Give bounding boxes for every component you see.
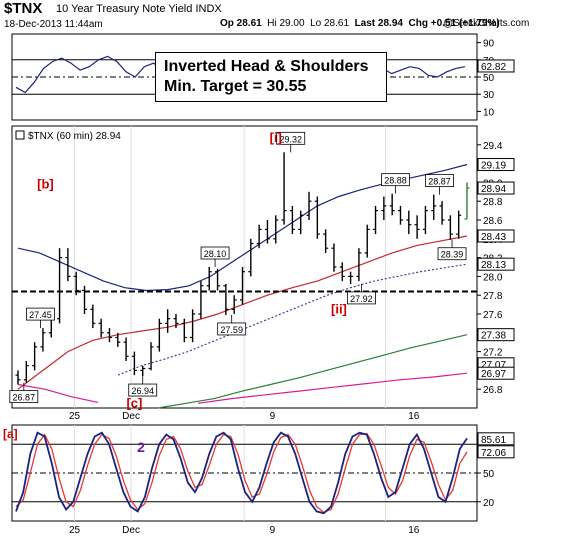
lower-x-tick-label: 25 [69, 525, 81, 536]
price-value-badge-box [477, 229, 515, 243]
price-label-box [347, 291, 376, 305]
stochastic-k-line [15, 431, 468, 515]
price-value-badge-box [477, 366, 515, 380]
ticker-symbol: $TNX [4, 0, 43, 17]
price-label: 28.10 [204, 249, 227, 259]
price-label: 28.87 [428, 177, 451, 187]
top-panel-tick-label: 10 [483, 107, 495, 118]
price-value-badge-box [477, 158, 515, 172]
top-panel-value-badge-box [477, 59, 515, 73]
price-value-badge: 29.19 [481, 161, 506, 172]
ma-magenta-early [17, 383, 99, 403]
elliott-wave-label: [i] [270, 130, 282, 145]
lower-x-tick-label: 16 [408, 525, 420, 536]
price-value-badge: 27.07 [481, 360, 506, 371]
price-x-tick-label: 25 [69, 411, 81, 422]
price-value-badge: 28.13 [481, 260, 506, 271]
top-panel-value-badge: 62.82 [481, 62, 506, 73]
ma-green-line [157, 334, 468, 409]
price-tick-label: 28.0 [483, 272, 503, 283]
price-label: 26.87 [13, 393, 36, 403]
lower-value-badge-1-box [477, 432, 515, 446]
price-label: 28.88 [384, 176, 407, 186]
price-legend: $TNX (60 min) 28.94 [28, 131, 121, 142]
ma-magenta-line [197, 372, 468, 404]
lower-value-badge-1: 85.61 [481, 435, 506, 446]
lower-x-tick-label: 9 [270, 525, 276, 536]
brand-watermark: @StockCharts.com [443, 18, 530, 29]
elliott-wave-label: [ii] [331, 301, 347, 316]
price-tick-label: 29.4 [483, 141, 503, 152]
price-value-badge: 28.43 [481, 232, 506, 243]
price-label-box [276, 131, 306, 145]
price-label: 27.92 [350, 294, 373, 304]
price-tick-label: 26.8 [483, 385, 503, 396]
price-tick-label: 28.6 [483, 216, 503, 227]
exchange-label: INDX [195, 3, 222, 15]
price-label: 28.39 [441, 250, 464, 260]
pattern-annotation: Inverted Head & Shoulders Min. Target = … [155, 52, 387, 102]
price-value-badge: 26.97 [481, 369, 506, 380]
price-label: 26.94 [131, 386, 154, 396]
price-label-box [217, 322, 247, 336]
elliott-wave-label-a: [a] [3, 427, 18, 441]
price-value-badge-box [477, 257, 515, 271]
price-label: 27.59 [220, 325, 243, 335]
lower-value-badge-2: 72.06 [481, 448, 506, 459]
price-tick-label: 27.2 [483, 348, 503, 359]
change-value: Chg +0.51 (+1.79%) [408, 18, 500, 29]
open-value: Op 28.61 [220, 18, 262, 29]
annotation-line-1: Inverted Head & Shoulders [164, 58, 369, 75]
elliott-wave-label: [b] [37, 176, 54, 191]
price-tick-label: 27.8 [483, 291, 503, 302]
annotation-line-2: Min. Target = 30.55 [164, 78, 307, 95]
high-value: Hi 29.00 [267, 18, 305, 29]
top-panel-tick-label: 30 [483, 90, 495, 101]
quote-summary: Op 28.61 Hi 29.00 Lo 28.61 Last 28.94 Ch… [220, 18, 500, 29]
lower-value-badge-2-box [477, 445, 515, 459]
price-x-tick-label: 9 [270, 411, 276, 422]
elliott-wave-label: [c] [126, 395, 142, 410]
price-value-badge: 27.38 [481, 331, 506, 342]
stochastic-d-line [15, 432, 468, 514]
price-label-box [128, 383, 158, 397]
price-label-box [26, 307, 55, 321]
lower-tick-label: 20 [483, 498, 495, 509]
price-value-badge-box [477, 328, 515, 342]
top-panel-tick-label: 50 [483, 73, 495, 84]
oscillator-wave-label: 2 [137, 439, 145, 455]
ma-blue-dotted-line [117, 263, 468, 376]
price-tick-label: 27.6 [483, 310, 503, 321]
price-x-tick-label: 16 [408, 411, 420, 422]
security-name: 10 Year Treasury Note Yield INDX [56, 3, 222, 15]
lower-tick-label: 50 [483, 469, 495, 480]
quote-date: 18-Dec-2013 11:44am [4, 19, 103, 30]
price-value-badge-box [477, 181, 515, 195]
price-value-badge: 28.94 [481, 184, 506, 195]
low-value: Lo 28.61 [310, 18, 350, 29]
security-title: 10 Year Treasury Note Yield [56, 3, 193, 15]
lower-x-tick-label: Dec [122, 525, 140, 536]
last-value: Last 28.94 [354, 18, 403, 29]
price-label-box [425, 174, 454, 188]
price-tick-label: 28.8 [483, 197, 503, 208]
top-panel-tick-label: 90 [483, 39, 495, 50]
price-label: 29.32 [279, 134, 302, 144]
price-label-box [9, 390, 39, 404]
price-x-tick-label: Dec [122, 411, 140, 422]
price-label: 27.45 [29, 310, 52, 320]
price-label-box [200, 246, 230, 260]
price-label-box [381, 173, 410, 187]
legend-swatch [15, 130, 25, 140]
price-label-box [437, 247, 467, 261]
